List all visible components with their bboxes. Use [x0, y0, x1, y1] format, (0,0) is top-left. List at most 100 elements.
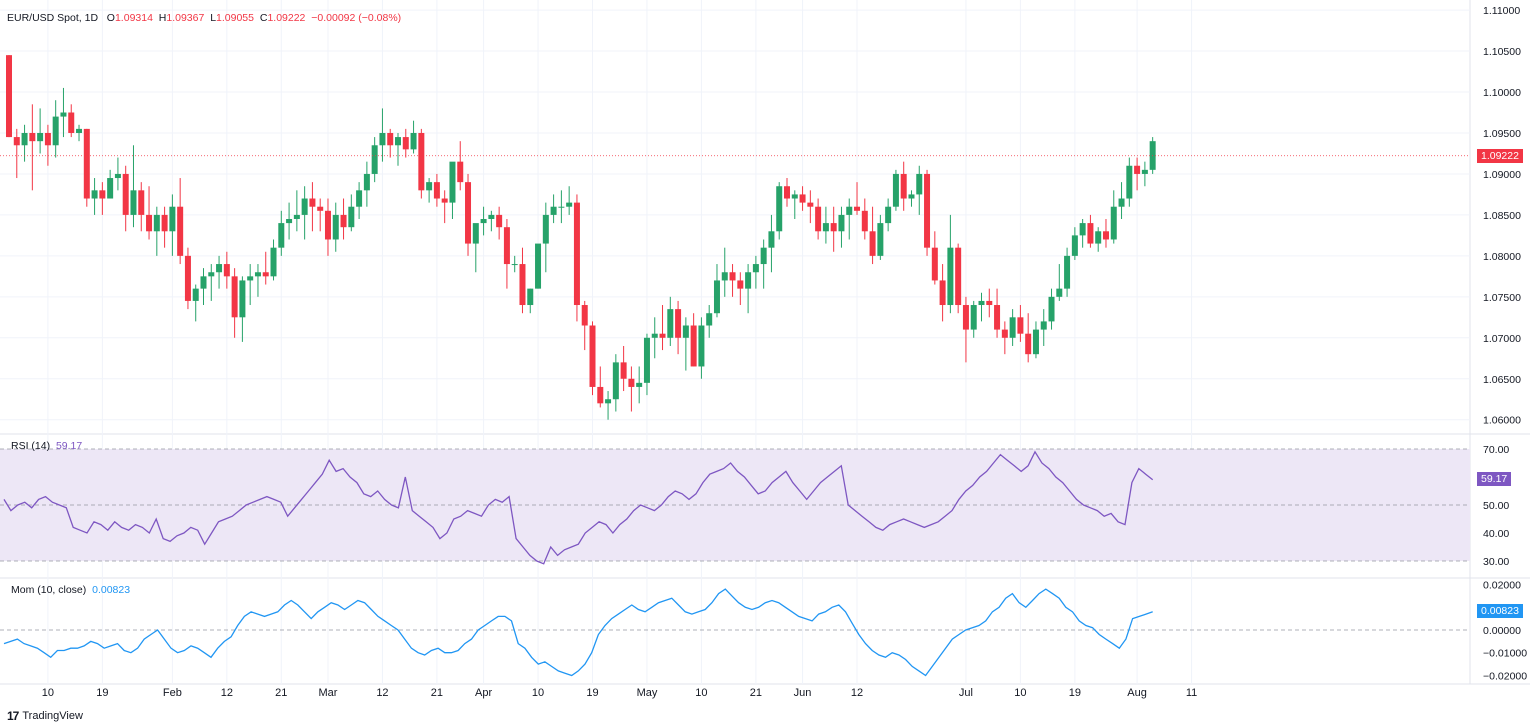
candle-body [885, 206, 892, 224]
mom-legend[interactable]: Mom (10, close) 0.00823 [11, 584, 130, 596]
candle-body [1048, 296, 1055, 322]
candle-body [169, 206, 176, 232]
time-axis[interactable]: 10 19 Feb 12 21 Mar 12 21 Apr 10 19 May 10 21 Jun 12 Jul… [42, 687, 1197, 699]
candle-body [994, 305, 1001, 330]
candle-body [1087, 223, 1094, 244]
candle-body [760, 247, 767, 265]
price-tick-label: 1.07000 [1483, 333, 1521, 345]
candle-body [939, 280, 946, 306]
candle-body [387, 132, 394, 146]
tradingview-logo[interactable]: 17 TradingView [7, 709, 83, 723]
change-value: −0.00092 (−0.08%) [311, 12, 402, 24]
current-mom-tag: 0.00823 [1477, 604, 1523, 619]
grid [0, 0, 1530, 685]
candle-body [37, 132, 44, 142]
candle-body [433, 182, 440, 199]
price-tick-label: 1.06500 [1483, 374, 1521, 386]
candle-body [1064, 255, 1071, 289]
candle-body [698, 325, 705, 367]
candle-body [503, 227, 510, 265]
candle-body [830, 223, 837, 232]
rsi-legend[interactable]: RSI (14) 59.17 [11, 440, 82, 452]
candle-body [947, 247, 954, 306]
candle-body [472, 223, 479, 244]
time-tick-label: Aug [1127, 687, 1147, 699]
candle-body [784, 186, 790, 199]
candle-body [200, 276, 207, 289]
candle-body [496, 214, 503, 228]
candle-body [83, 128, 90, 199]
price-axis[interactable]: 1.06000 1.06500 1.07000 1.07500 1.08000 1.085… [1483, 5, 1527, 682]
time-tick-label: Feb [163, 687, 182, 699]
candle-body [854, 206, 861, 211]
mom-value: 0.00823 [92, 584, 131, 596]
price-tick-label: 1.07500 [1483, 292, 1521, 304]
time-tick-label: Apr [475, 687, 492, 699]
price-pane[interactable] [0, 55, 1470, 420]
candle-body [418, 132, 425, 191]
candle-body [558, 206, 565, 208]
candle-body [706, 313, 713, 326]
candle-body [752, 264, 759, 273]
candle-body [729, 272, 736, 281]
candle-body [612, 362, 619, 400]
candle-body [332, 214, 339, 240]
candle-body [356, 190, 363, 207]
candle-body [293, 214, 300, 219]
momentum-line [3, 588, 1153, 677]
candle-body [208, 272, 215, 277]
candle-body [597, 386, 604, 404]
candle-body [340, 214, 347, 228]
price-tick-label: 1.10500 [1483, 46, 1521, 58]
symbol-legend[interactable]: EUR/USD Spot, 1D O1.09314 H1.09367 L1.09… [7, 12, 401, 24]
candle-body [52, 116, 59, 146]
low-label: L [210, 12, 217, 24]
time-tick-label: 10 [695, 687, 707, 699]
candle-body [1025, 333, 1032, 355]
candle-body [21, 132, 28, 146]
rsi-pane[interactable] [0, 448, 1470, 565]
candle-body [892, 173, 899, 207]
time-tick-label: Jun [794, 687, 812, 699]
candle-body [620, 362, 627, 379]
candle-body [962, 305, 969, 330]
candle-body [807, 202, 814, 207]
open-value: 1.09314 [114, 12, 153, 24]
current-rsi-tag: 59.17 [1477, 472, 1512, 487]
low-value: 1.09055 [216, 12, 254, 24]
candle-body [970, 305, 977, 330]
candle-body [838, 214, 845, 232]
candle-body [1040, 321, 1047, 330]
candle-body [130, 190, 137, 215]
time-tick-label: 19 [1069, 687, 1081, 699]
momentum-tick-label: −0.01000 [1483, 648, 1527, 660]
candle-body [542, 214, 549, 244]
candle-body [410, 132, 417, 150]
candle-body [791, 194, 798, 199]
close-value: 1.09222 [267, 12, 306, 24]
candle-body [122, 173, 129, 215]
time-tick-label: 10 [42, 687, 54, 699]
candle-body [254, 272, 261, 277]
candle-body [861, 210, 868, 232]
price-tick-label: 1.08000 [1483, 251, 1521, 263]
candle-body [1102, 231, 1109, 240]
candle-body [877, 223, 884, 256]
candle-body [815, 206, 822, 232]
candle-body [745, 272, 752, 289]
candle-body [138, 190, 145, 215]
mom-label: Mom (10, close) [11, 584, 87, 596]
candle-body [1017, 317, 1024, 334]
candle-body [161, 214, 168, 232]
candle-body [363, 173, 370, 191]
candle-body [628, 378, 635, 387]
price-tick-label: 1.08500 [1483, 210, 1521, 222]
momentum-pane[interactable] [0, 588, 1470, 677]
candle-body [426, 182, 433, 191]
open-label: O [106, 12, 115, 24]
candle-body [286, 219, 293, 224]
momentum-tick-label: 0.00000 [1483, 625, 1521, 637]
price-tick-label: 1.10000 [1483, 87, 1521, 99]
candle-body [519, 264, 526, 306]
